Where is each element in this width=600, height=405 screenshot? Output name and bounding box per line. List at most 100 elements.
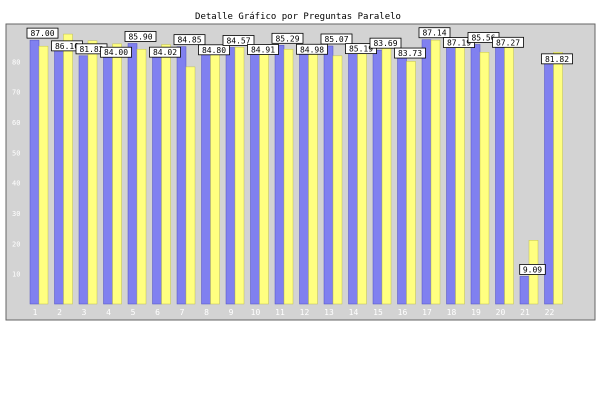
bar-series-1 [372,49,383,305]
bar-series-2 [381,47,392,305]
x-tick-label: 1 [33,308,38,317]
svg-text:87.27: 87.27 [496,38,520,47]
bar-series-2 [87,40,98,305]
y-tick-label: 80 [12,58,20,66]
bar-series-2 [112,43,122,305]
svg-text:85.19: 85.19 [349,45,373,54]
bar-series-2 [553,52,563,305]
bar-series-2 [479,52,490,305]
bar-series-1 [225,47,236,305]
bar-series-1 [250,46,260,305]
data-label: 85.90 [124,31,157,42]
x-tick-label: 11 [275,308,285,317]
svg-text:84.80: 84.80 [202,46,226,55]
data-label: 83.73 [394,47,426,59]
bars [29,33,563,305]
bar-series-2 [38,45,49,305]
y-tick-label: 10 [12,271,20,279]
bar-series-2 [63,33,73,305]
bar-series-1 [299,46,309,305]
bar-series-1 [421,39,432,305]
data-label: 85.07 [320,33,353,45]
bar-series-2 [332,55,343,305]
bar-series-1 [274,45,285,305]
bar-series-1 [544,55,554,305]
y-axis-ticks: 10 20 30 40 50 60 70 80 [12,58,20,278]
bar-series-1 [446,39,456,305]
x-tick-label: 7 [180,308,185,317]
bar-series-2 [136,48,147,305]
bar-series-2 [308,47,318,305]
bar-series-1 [127,43,138,305]
data-label: 87.00 [26,27,59,39]
svg-text:9.09: 9.09 [523,265,542,274]
data-label: 87.14 [418,27,451,39]
bar-series-2 [234,47,245,305]
x-tick-label: 5 [131,308,136,317]
svg-text:84.00: 84.00 [104,48,128,57]
svg-text:87.19: 87.19 [447,39,471,48]
x-tick-label: 2 [57,308,62,317]
bar-series-1 [495,39,505,305]
bar-series-1 [323,45,334,305]
svg-text:87.00: 87.00 [30,29,54,38]
data-label: 85.19 [345,43,377,55]
y-tick-label: 40 [12,180,20,188]
x-tick-label: 14 [349,308,359,317]
x-tick-label: 18 [447,308,457,317]
svg-text:85.90: 85.90 [128,32,152,41]
data-label: 84.02 [149,46,181,58]
bar-series-2 [283,48,294,305]
bar-series-2 [259,49,269,305]
data-label: 84.57 [222,35,255,46]
bar-series-1 [519,276,530,305]
x-tick-label: 16 [398,308,408,317]
bar-series-1 [470,44,481,305]
bar-series-1 [78,55,89,305]
bar-series-2 [406,61,416,305]
x-tick-label: 8 [204,308,209,317]
data-label: 84.98 [296,43,328,55]
bar-series-1 [201,46,211,305]
data-label: 9.09 [519,264,546,275]
x-tick-label: 9 [229,308,234,317]
bar-series-2 [357,48,367,305]
svg-text:84.02: 84.02 [153,48,177,57]
svg-text:84.98: 84.98 [300,45,324,54]
x-tick-label: 19 [471,308,481,317]
y-tick-label: 60 [12,119,20,127]
svg-text:87.14: 87.14 [422,29,446,38]
bar-series-2 [455,42,465,305]
y-tick-label: 30 [12,210,20,218]
x-tick-label: 12 [300,308,310,317]
data-label: 84.80 [198,44,230,56]
x-tick-label: 20 [496,308,506,317]
x-tick-label: 15 [373,308,383,317]
svg-text:83.73: 83.73 [398,49,422,58]
x-tick-label: 3 [82,308,87,317]
bar-series-1 [29,39,40,305]
svg-text:84.57: 84.57 [226,37,250,46]
data-label: 87.27 [492,36,524,48]
data-label: 84.00 [100,46,132,58]
bar-series-1 [176,46,187,305]
chart-title: Detalle Gráfico por Preguntas Paralelo [195,12,401,22]
y-tick-label: 50 [12,149,20,157]
bar-series-1 [348,45,358,305]
y-tick-label: 20 [12,240,20,248]
svg-text:84.91: 84.91 [251,45,275,54]
data-label: 84.85 [173,34,206,46]
bar-series-2 [504,39,514,305]
x-tick-label: 4 [106,308,111,317]
svg-text:85.07: 85.07 [324,35,348,44]
svg-text:81.82: 81.82 [545,55,569,64]
x-tick-label: 13 [324,308,334,317]
bar-series-2 [430,39,441,305]
svg-text:81.82: 81.82 [79,45,103,54]
data-label: 81.82 [541,53,573,65]
data-label: 85.29 [271,32,304,44]
x-axis-ticks: 1 2 3 4 5 6 7 8 9 10 11 12 13 14 15 16 17 18 19 20 21 22 [33,308,555,317]
